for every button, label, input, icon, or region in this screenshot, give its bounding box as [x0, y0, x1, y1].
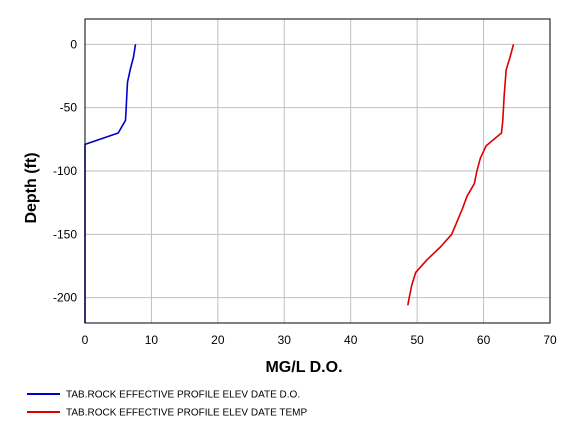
legend: TAB.ROCK EFFECTIVE PROFILE ELEV DATE D.O…	[27, 390, 307, 419]
x-axis-title: MG/L D.O.	[265, 359, 342, 376]
x-tick-label: 40	[344, 333, 358, 347]
series-line-2	[407, 44, 515, 306]
x-tick-label: 30	[278, 333, 292, 347]
x-tick-label: 50	[410, 333, 424, 347]
y-tick-label: 0	[70, 37, 77, 51]
plot-area-frame	[84, 18, 551, 324]
legend-label-2: TAB.ROCK EFFECTIVE PROFILE ELEV DATE TEM…	[66, 408, 307, 419]
tick-labels: 0 10 20 30 40 50 60 70 0 -50 -100 -150 -200	[53, 37, 557, 347]
y-tick-label: -100	[53, 164, 77, 178]
legend-label-1: TAB.ROCK EFFECTIVE PROFILE ELEV DATE D.O…	[66, 390, 300, 401]
x-tick-label: 60	[477, 333, 491, 347]
x-tick-label: 10	[145, 333, 159, 347]
y-tick-label: -150	[53, 227, 77, 241]
y-axis-title: Depth (ft)	[23, 152, 40, 223]
y-tick-label: -200	[53, 291, 77, 305]
x-tick-label: 0	[82, 333, 89, 347]
x-tick-label: 70	[543, 333, 557, 347]
x-tick-label: 20	[211, 333, 225, 347]
y-tick-label: -50	[60, 101, 78, 115]
